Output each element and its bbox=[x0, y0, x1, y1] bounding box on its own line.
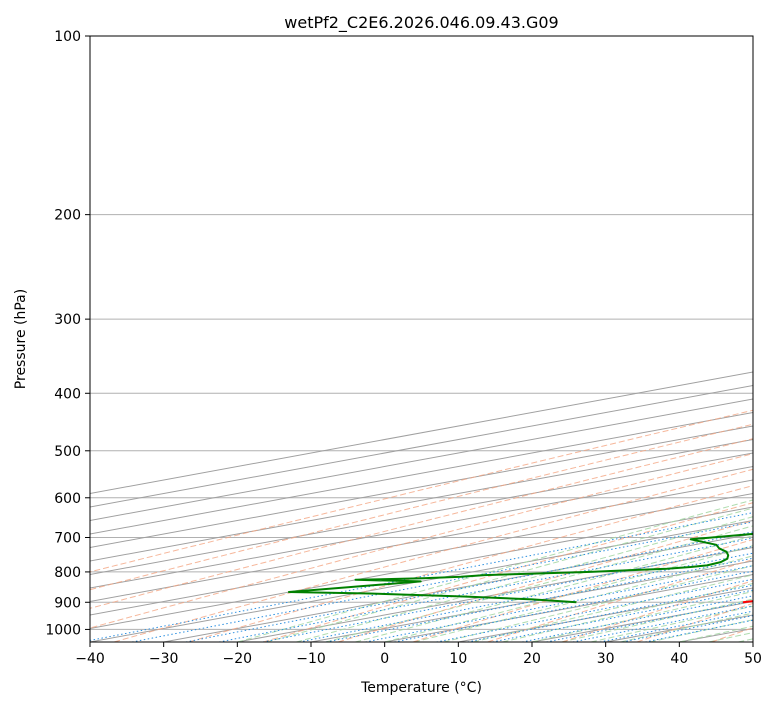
x-tick-label: −10 bbox=[296, 651, 326, 667]
isotherm--100 bbox=[90, 438, 753, 562]
x-tick-label: −40 bbox=[75, 651, 105, 667]
x-axis-label: Temperature (°C) bbox=[360, 680, 482, 696]
dry-adiabat bbox=[338, 520, 753, 642]
isotherm--50 bbox=[90, 506, 753, 630]
y-tick-label: 300 bbox=[54, 312, 81, 328]
x-tick-label: 20 bbox=[523, 651, 541, 667]
y-axis-label: Pressure (hPa) bbox=[13, 289, 29, 389]
y-tick-label: 1000 bbox=[45, 622, 81, 638]
dry-adiabats bbox=[90, 409, 753, 642]
y-tick-label: 900 bbox=[54, 595, 81, 611]
isotherm--90 bbox=[90, 452, 753, 576]
mixing-ratio-line bbox=[599, 610, 753, 642]
isobar-grid bbox=[90, 36, 753, 630]
dry-adiabat bbox=[263, 502, 753, 642]
moist-adiabat bbox=[325, 525, 753, 642]
x-axis-ticks: −40 −30 −20 −10 0 10 20 30 40 50 bbox=[75, 642, 762, 667]
dry-adiabat bbox=[90, 453, 753, 629]
moist-adiabat bbox=[355, 535, 753, 642]
dry-adiabat bbox=[562, 580, 753, 642]
isotherm--70 bbox=[90, 479, 753, 603]
y-tick-label: 700 bbox=[54, 531, 81, 547]
dry-adiabat bbox=[188, 485, 753, 642]
isotherm--110 bbox=[90, 425, 753, 549]
isotherm--30 bbox=[163, 533, 753, 642]
dry-adiabat bbox=[113, 468, 753, 642]
sounding-series bbox=[287, 532, 753, 604]
plot-frame bbox=[89, 35, 754, 643]
mixing-ratio-line bbox=[572, 605, 753, 642]
y-tick-label: 100 bbox=[54, 29, 81, 45]
mixing-ratio-line bbox=[185, 531, 753, 642]
isotherm--80 bbox=[90, 465, 753, 589]
x-tick-label: 0 bbox=[380, 651, 389, 667]
moist-adiabat bbox=[413, 555, 753, 642]
x-tick-label: −20 bbox=[223, 651, 253, 667]
mixing-ratio-line bbox=[262, 545, 753, 642]
mixing-ratio-line bbox=[522, 595, 753, 642]
mixing-ratio-lines bbox=[90, 512, 753, 642]
x-tick-label: 30 bbox=[597, 651, 615, 667]
dewpoint-line bbox=[287, 532, 753, 604]
dry-adiabat bbox=[90, 438, 753, 609]
y-axis-ticks: 100 200 300 400 500 600 700 800 900 1000 bbox=[45, 29, 90, 638]
mixing-ratio-line bbox=[218, 537, 753, 642]
dry-adiabat bbox=[487, 558, 753, 642]
isotherm--40 bbox=[90, 519, 753, 642]
x-tick-label: −30 bbox=[149, 651, 179, 667]
mixing-ratio-line bbox=[546, 600, 753, 642]
y-tick-label: 200 bbox=[54, 208, 81, 224]
mixing-ratio-line bbox=[131, 521, 753, 642]
moist-adiabat bbox=[502, 582, 753, 642]
y-tick-label: 600 bbox=[54, 491, 81, 507]
moist-adiabat bbox=[237, 499, 753, 642]
moist-adiabat bbox=[531, 590, 753, 642]
moist-adiabat bbox=[443, 565, 753, 642]
y-tick-label: 400 bbox=[54, 386, 81, 402]
isotherm--60 bbox=[90, 492, 753, 616]
y-tick-label: 800 bbox=[54, 565, 81, 581]
isotherm-grid bbox=[90, 371, 753, 642]
x-tick-label: 50 bbox=[744, 651, 762, 667]
mixing-ratio-line bbox=[622, 615, 753, 642]
plot-area bbox=[90, 36, 753, 642]
x-tick-label: 40 bbox=[670, 651, 688, 667]
y-tick-label: 500 bbox=[54, 444, 81, 460]
x-tick-label: 10 bbox=[449, 651, 467, 667]
moist-adiabats bbox=[237, 499, 753, 642]
chart-title: wetPf2_C2E6.2026.046.09.43.G09 bbox=[284, 13, 558, 33]
dry-adiabat bbox=[90, 423, 753, 591]
